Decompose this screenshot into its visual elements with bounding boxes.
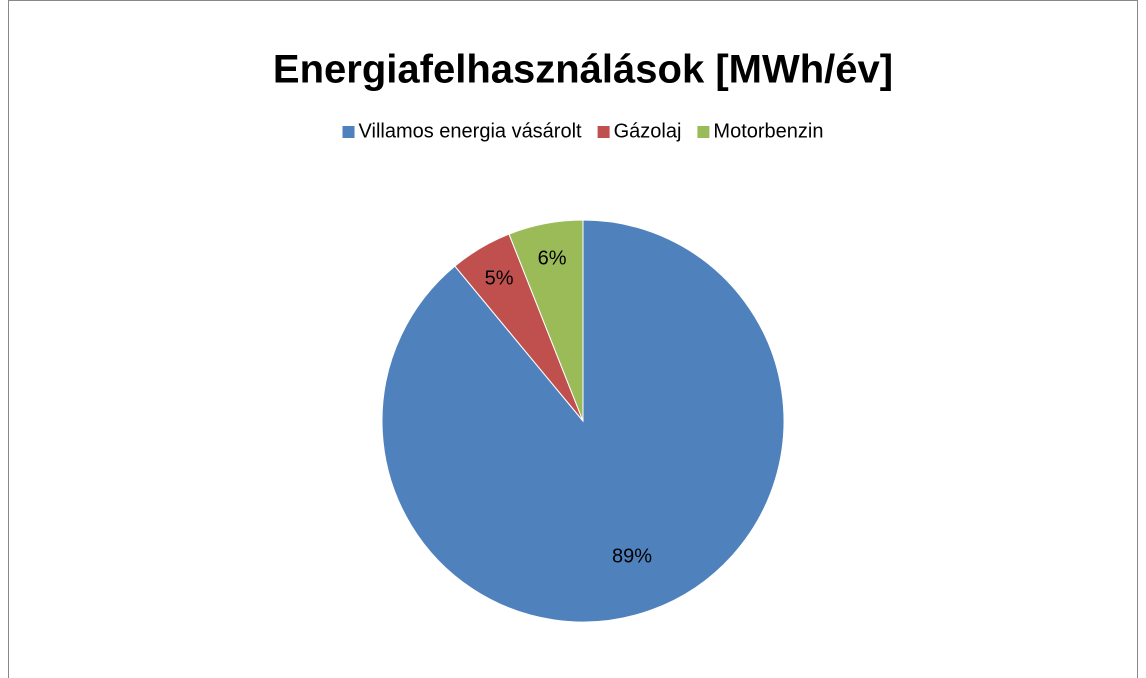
legend-swatch xyxy=(342,126,355,138)
chart-title: Energiafelhasználások [MWh/év] xyxy=(273,48,893,92)
legend-label: Motorbenzin xyxy=(713,120,823,142)
legend-label: Gázolaj xyxy=(614,120,682,142)
data-label: 89% xyxy=(612,545,652,567)
legend-label: Villamos energia vásárolt xyxy=(359,120,583,142)
pie-slice xyxy=(508,219,584,422)
data-label: 5% xyxy=(485,267,514,289)
legend-swatch xyxy=(597,126,610,138)
data-label: 6% xyxy=(538,247,567,269)
legend-swatch xyxy=(697,126,710,138)
